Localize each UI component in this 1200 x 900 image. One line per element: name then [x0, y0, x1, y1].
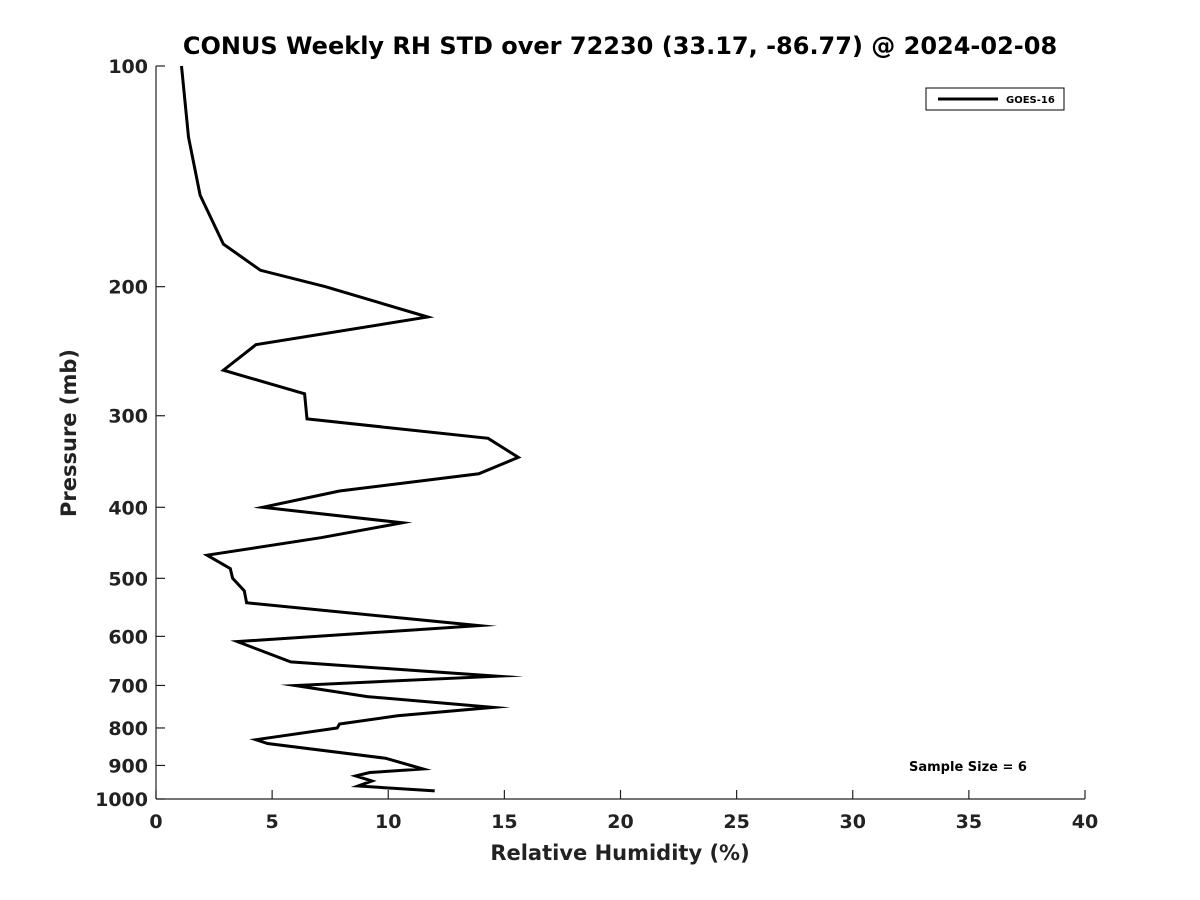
- x-tick-label: 25: [723, 811, 749, 833]
- series-layer: [180, 65, 524, 793]
- x-tick-label: 10: [375, 811, 401, 833]
- x-axis-label: Relative Humidity (%): [490, 841, 749, 865]
- y-axis-ticks: 100 200 300 400 500 600 700 800 900 1000: [95, 56, 165, 811]
- y-tick-label: 900: [108, 755, 148, 777]
- y-tick-label: 400: [108, 497, 148, 519]
- y-tick-label: 300: [108, 406, 148, 428]
- sample-size-annotation: Sample Size = 6: [909, 760, 1027, 775]
- x-tick-label: 35: [956, 811, 982, 833]
- legend-label-goes-16: GOES-16: [1006, 95, 1055, 106]
- y-tick-label: 500: [108, 568, 148, 590]
- chart-title: CONUS Weekly RH STD over 72230 (33.17, -…: [183, 32, 1057, 60]
- x-tick-label: 20: [607, 811, 633, 833]
- x-tick-label: 30: [840, 811, 866, 833]
- y-tick-label: 200: [108, 277, 148, 299]
- y-axis-label: Pressure (mb): [57, 349, 81, 517]
- x-axis-ticks: 0 5 10 15 20 25 30 35 40: [149, 790, 1098, 833]
- x-tick-label: 0: [149, 811, 162, 833]
- x-tick-label: 15: [491, 811, 517, 833]
- y-tick-label: 100: [108, 56, 148, 78]
- legend: GOES-16: [925, 87, 1065, 111]
- y-tick-label: 1000: [95, 789, 148, 811]
- y-tick-label: 800: [108, 718, 148, 740]
- plot-axes: [155, 66, 1085, 800]
- y-tick-label: 600: [108, 626, 148, 648]
- series-line-goes-16: [180, 65, 524, 793]
- y-tick-label: 700: [108, 675, 148, 697]
- x-tick-label: 5: [266, 811, 279, 833]
- x-tick-label: 40: [1072, 811, 1098, 833]
